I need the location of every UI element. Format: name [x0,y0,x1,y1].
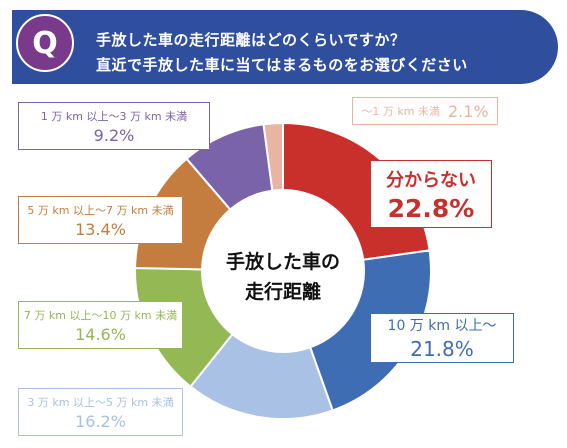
slice-percent-3: 14.6% [75,324,126,344]
donut-center-label: 手放した車の 走行距離 [203,247,363,307]
slice-label-3: 7 万 km 以上～10 万 km 未満 14.6% [18,301,183,349]
question-text: 手放した車の走行距離はどのくらいですか？ 直近で手放した車に当てはまるものをお選… [96,28,468,78]
donut-slice-6 [262,121,284,192]
slice-percent-0: 22.8% [387,193,475,223]
slice-label-text-5: 1 万 km 以上～3 万 km 未満 [40,109,188,123]
slice-label-text-6: ～1 万 km 未満 [361,105,440,118]
slice-percent-5: 9.2% [93,125,135,145]
question-line-2: 直近で手放した車に当てはまるものをお選びください [96,56,468,74]
slice-percent-6: 2.1% [447,101,489,121]
slice-label-text-3: 7 万 km 以上～10 万 km 未満 [23,308,178,322]
slice-label-0: 分からない 22.8% [370,160,492,228]
slice-percent-4: 13.4% [75,219,126,239]
slice-label-6: ～1 万 km 未満 2.1% [352,97,498,125]
question-line-1: 手放した車の走行距離はどのくらいですか？ [96,31,406,49]
question-banner: Q 手放した車の走行距離はどのくらいですか？ 直近で手放した車に当てはまるものを… [12,10,558,84]
question-badge: Q [16,14,74,72]
slice-label-text-4: 5 万 km 以上～7 万 km 未満 [27,203,174,217]
slice-percent-1: 21.8% [410,337,474,361]
slice-label-1: 10 万 km 以上～ 21.8% [370,313,514,363]
slice-label-5: 1 万 km 以上～3 万 km 未満 9.2% [18,102,210,150]
center-label-line-2: 走行距離 [244,281,321,303]
slice-label-text-0: 分からない [386,169,476,191]
slice-label-2: 3 万 km 以上～5 万 km 未満 16.2% [18,388,183,436]
slice-percent-2: 16.2% [75,411,126,431]
center-label-line-1: 手放した車の [225,251,340,273]
slice-label-text-2: 3 万 km 以上～5 万 km 未満 [27,395,174,409]
slice-label-4: 5 万 km 以上～7 万 km 未満 13.4% [18,196,183,244]
slice-label-text-1: 10 万 km 以上～ [387,318,497,334]
